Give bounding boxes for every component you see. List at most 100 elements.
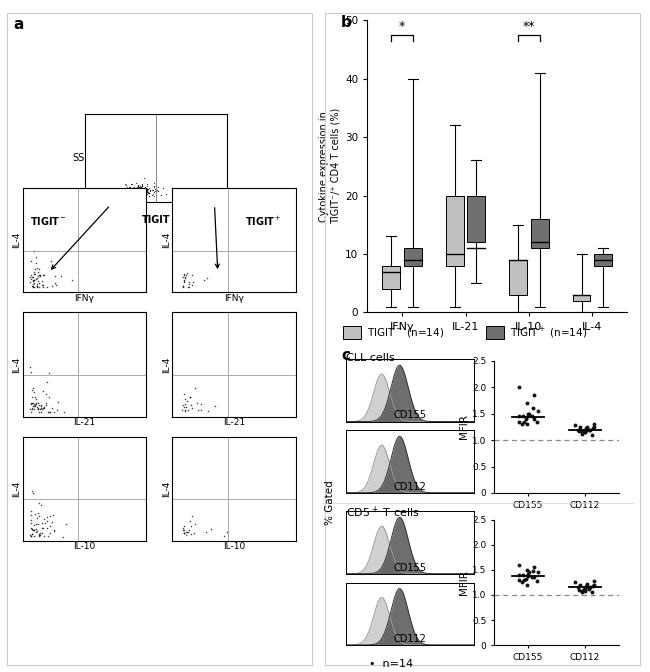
Point — [135, 183, 145, 194]
Point — [143, 187, 153, 198]
Text: CD155: CD155 — [393, 411, 426, 420]
Point — [128, 187, 138, 198]
Point — [222, 527, 232, 538]
Point — [32, 263, 42, 274]
Point — [136, 185, 147, 196]
Point — [114, 187, 125, 198]
Point — [133, 182, 144, 193]
Point — [27, 403, 37, 413]
Point — [33, 398, 44, 409]
X-axis label: IL-10: IL-10 — [73, 542, 96, 551]
Point — [135, 182, 145, 193]
Point — [137, 190, 148, 200]
Point — [27, 383, 38, 394]
Point — [126, 189, 136, 200]
Bar — [531, 219, 549, 248]
Point — [34, 400, 44, 411]
Point — [152, 185, 162, 196]
Point — [137, 187, 148, 198]
Point — [142, 178, 152, 189]
Point — [50, 278, 60, 289]
Point — [34, 278, 44, 289]
X-axis label: IL-10: IL-10 — [223, 542, 245, 551]
Point — [114, 183, 125, 194]
Point — [135, 185, 145, 196]
Point — [29, 267, 39, 278]
Point — [32, 280, 42, 291]
Point — [180, 394, 190, 405]
Point — [144, 187, 154, 198]
Point — [184, 279, 194, 290]
Point — [149, 182, 159, 193]
Point — [148, 180, 159, 191]
Point — [34, 511, 44, 521]
Point — [31, 274, 42, 284]
Point — [127, 183, 137, 194]
Point — [25, 277, 36, 288]
Y-axis label: IL-4: IL-4 — [12, 480, 21, 497]
Point — [125, 181, 136, 192]
Point — [29, 278, 39, 289]
Point — [132, 186, 142, 197]
Point — [179, 269, 189, 280]
Point — [116, 187, 127, 198]
Point — [49, 526, 60, 537]
Point — [129, 183, 139, 194]
Point — [42, 515, 53, 526]
Point — [137, 182, 148, 193]
Point — [196, 405, 206, 416]
Point — [129, 193, 139, 204]
Point — [141, 185, 151, 196]
Point — [125, 183, 135, 194]
Point — [180, 405, 190, 416]
Point — [178, 524, 188, 535]
Point — [205, 523, 216, 534]
Point — [61, 518, 72, 529]
Bar — [382, 265, 400, 289]
Point — [188, 528, 199, 538]
Point — [125, 183, 136, 194]
Point — [25, 274, 36, 285]
Point — [26, 269, 36, 280]
Point — [142, 187, 152, 198]
Point — [185, 391, 196, 402]
Point — [25, 518, 36, 529]
Point — [136, 182, 146, 193]
Point — [193, 405, 203, 415]
Bar — [467, 196, 485, 243]
Y-axis label: IL-4: IL-4 — [12, 232, 21, 249]
Point — [34, 529, 44, 540]
Point — [123, 185, 133, 196]
Point — [36, 403, 46, 413]
Point — [28, 398, 38, 409]
Point — [129, 187, 140, 198]
Point — [125, 184, 136, 195]
Point — [125, 185, 135, 196]
Point — [38, 403, 48, 413]
Point — [122, 185, 133, 196]
Point — [185, 399, 196, 410]
Point — [34, 530, 45, 541]
Point — [45, 407, 55, 417]
Point — [185, 528, 196, 539]
Point — [128, 183, 138, 194]
Point — [119, 188, 129, 199]
Point — [25, 530, 36, 541]
Point — [148, 189, 158, 200]
Point — [143, 183, 153, 194]
Point — [29, 274, 40, 285]
Point — [114, 187, 124, 198]
Point — [131, 178, 142, 189]
Point — [29, 519, 39, 530]
Point — [41, 399, 51, 410]
Point — [155, 190, 166, 201]
Point — [131, 183, 141, 194]
Point — [42, 522, 53, 533]
Point — [31, 513, 42, 523]
Point — [179, 269, 189, 280]
Point — [43, 407, 53, 417]
Point — [30, 399, 40, 410]
Point — [118, 185, 129, 196]
Point — [140, 182, 150, 193]
Point — [190, 519, 200, 530]
